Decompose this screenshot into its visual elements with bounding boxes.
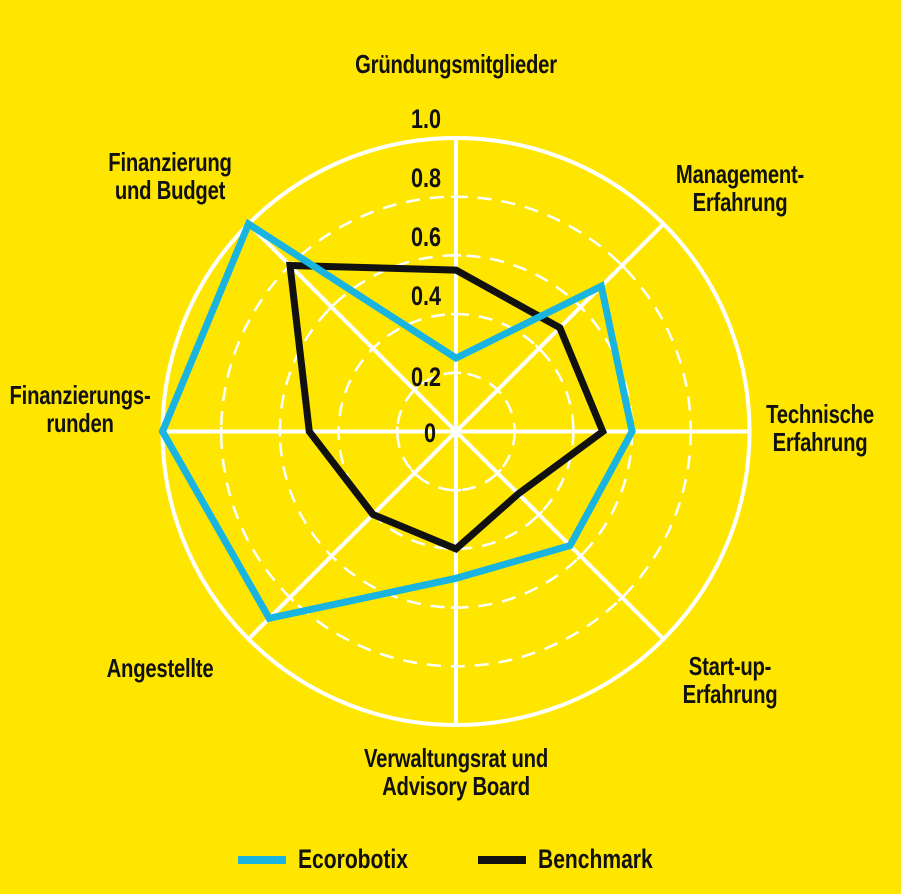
legend-swatch-benchmark xyxy=(478,855,526,864)
axis-spoke xyxy=(454,430,665,641)
tick-0.6: 0.6 xyxy=(410,222,442,252)
axis-label-angestellte: Angestellte xyxy=(106,653,214,683)
legend: Ecorobotix Benchmark xyxy=(0,844,901,874)
axis-label-finanzierungsrunden: Finanzierungs- runden xyxy=(9,380,151,438)
legend-item-ecorobotix: Ecorobotix xyxy=(238,844,439,875)
axis-spoke xyxy=(247,430,458,641)
radar-grid xyxy=(160,136,752,727)
tick-0.4: 0.4 xyxy=(410,281,442,311)
tick-0.2: 0.2 xyxy=(410,362,442,392)
tick-1.0: 1.0 xyxy=(410,104,442,134)
axis-label-technische: Technische Erfahrung xyxy=(766,399,874,457)
legend-swatch-ecorobotix xyxy=(238,855,286,864)
radar-series xyxy=(158,218,636,623)
legend-item-benchmark: Benchmark xyxy=(478,844,685,875)
tick-0.8: 0.8 xyxy=(410,163,442,193)
series-ecorobotix xyxy=(158,218,636,623)
axis-label-startup: Start-up- Erfahrung xyxy=(682,651,778,709)
axis-label-gruendungsmitglieder: Gründungsmitglieder xyxy=(355,49,557,79)
axis-label-management: Management- Erfahrung xyxy=(675,159,805,217)
axis-label-verwaltungsrat: Verwaltungsrat und Advisory Board xyxy=(364,743,548,801)
series-benchmark xyxy=(286,261,608,553)
axis-spoke xyxy=(247,222,458,433)
tick-0: 0 xyxy=(423,418,437,448)
axis-label-finanzierung-budget: Finanzierung und Budget xyxy=(108,147,232,205)
